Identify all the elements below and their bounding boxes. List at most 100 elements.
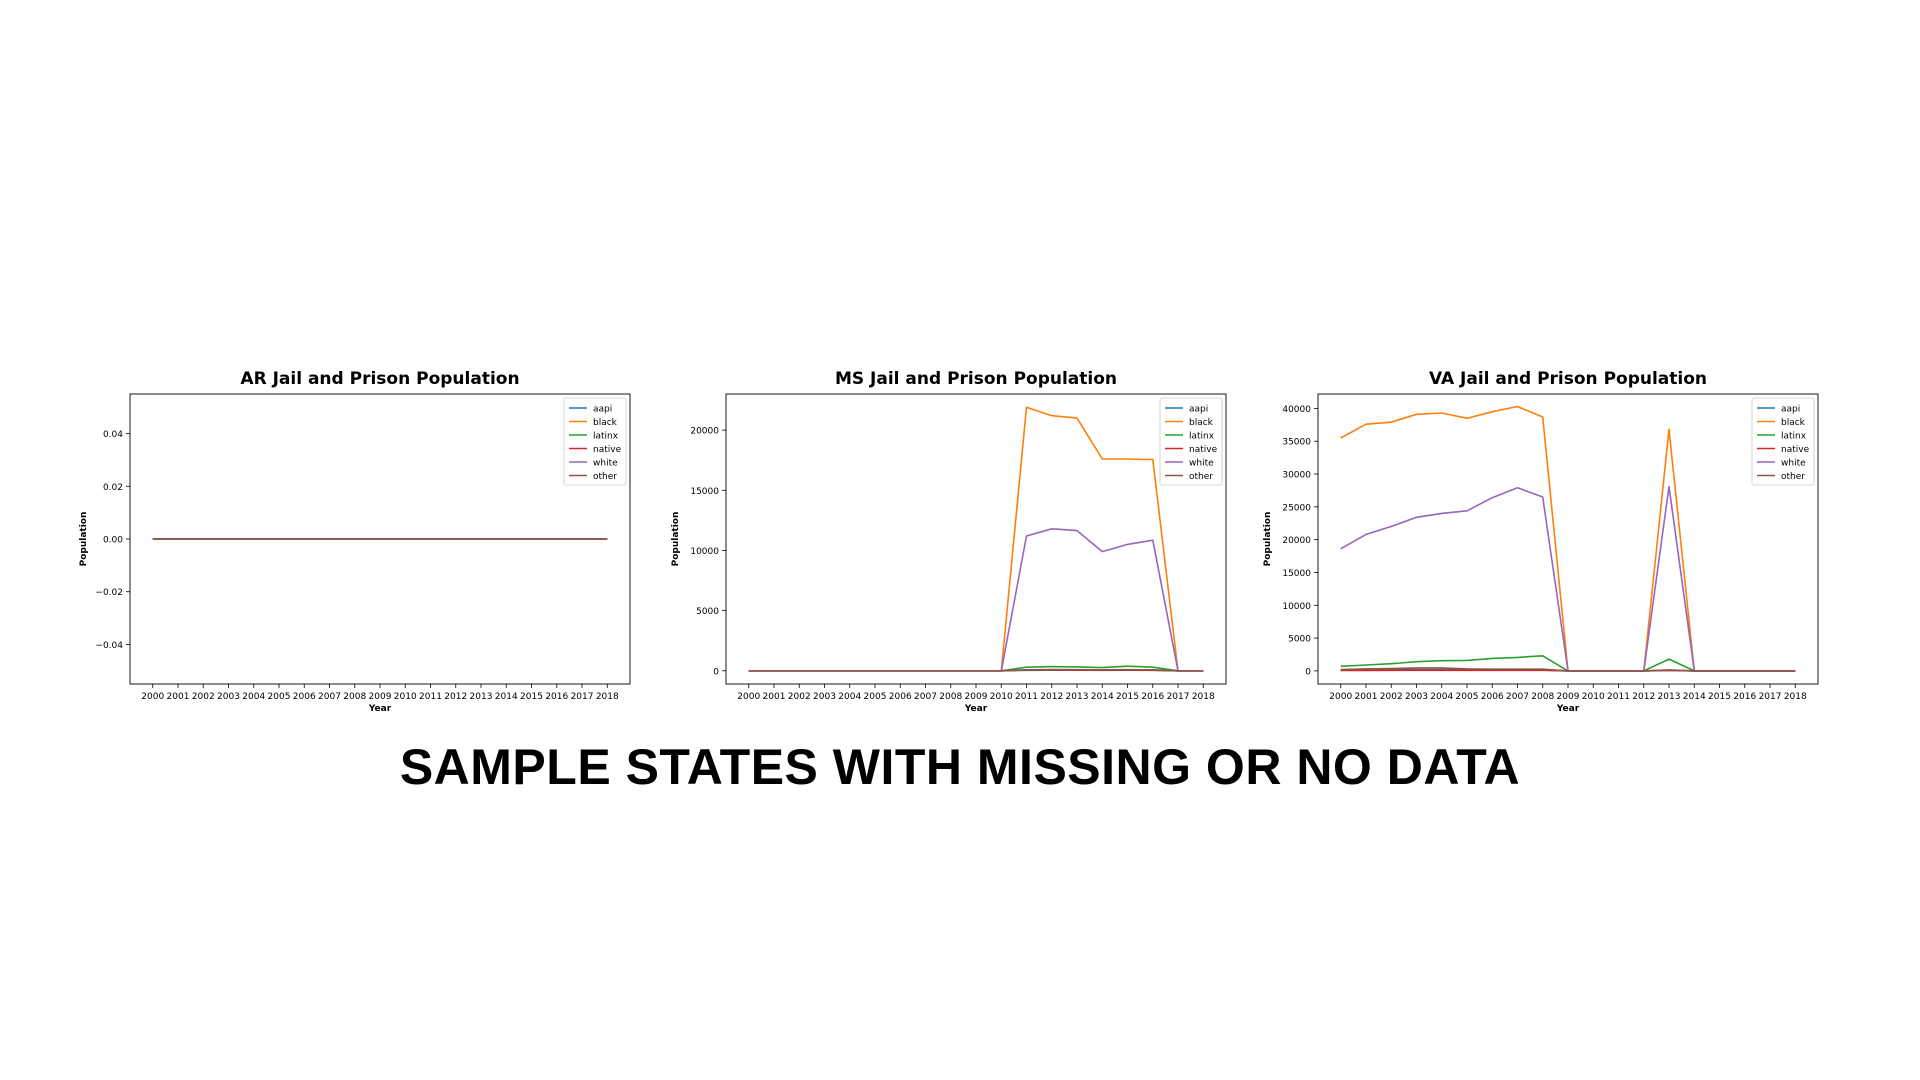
ar-legend-label-other: other: [593, 472, 617, 482]
va-x-tick-label: 2014: [1683, 692, 1706, 702]
va-x-tick-label: 2017: [1759, 692, 1782, 702]
va-x-tick-label: 2011: [1607, 692, 1630, 702]
ar-x-tick-label: 2005: [268, 692, 291, 702]
ms-population-chart: MS Jail and Prison Population 2000 2001 200…: [671, 366, 1248, 721]
ms-x-tick-label: 2000: [737, 692, 760, 702]
va-x-tick-label: 2005: [1456, 692, 1479, 702]
va-x-tick-label: 2003: [1405, 692, 1428, 702]
va-legend-label-other: other: [1781, 472, 1805, 482]
ar-x-tick-label: 2009: [369, 692, 392, 702]
va-x-tick-label: 2000: [1329, 692, 1352, 702]
ms-legend-label-black: black: [1189, 418, 1214, 428]
ms-legend-label-other: other: [1189, 472, 1213, 482]
va-x-tick-label: 2002: [1380, 692, 1403, 702]
ms-x-tick-label: 2002: [788, 692, 811, 702]
va-y-tick-label: 30000: [1282, 471, 1311, 481]
ar-x-tick-label: 2006: [293, 692, 316, 702]
va-legend-label-white: white: [1781, 459, 1806, 469]
va-x-tick-label: 2007: [1506, 692, 1529, 702]
ar-legend-label-aapi: aapi: [593, 405, 612, 415]
ms-legend-box: [1159, 397, 1223, 486]
ar-legend-label-black: black: [593, 418, 618, 428]
ar-x-tick-label: 2004: [242, 692, 265, 702]
va-x-tick-label: 2004: [1430, 692, 1453, 702]
ar-x-tick-label: 2007: [318, 692, 341, 702]
ms-x-tick-label: 2014: [1091, 692, 1114, 702]
ms-series-black-line: [748, 406, 1204, 672]
va-plot-frame: [1317, 393, 1819, 685]
ms-x-tick-label: 2001: [763, 692, 786, 702]
va-x-tick-label: 2001: [1355, 692, 1378, 702]
va-population-chart: VA Jail and Prison Population 2000 2001 200…: [1263, 366, 1840, 721]
ar-x-tick-label: 2017: [571, 692, 594, 702]
va-y-tick-label: 10000: [1282, 602, 1311, 612]
va-y-axis-label: Population: [1263, 512, 1273, 567]
va-x-tick-label: 2012: [1632, 692, 1655, 702]
ar-legend-label-native: native: [593, 445, 622, 455]
ar-x-tick-label: 2018: [596, 692, 619, 702]
ms-y-tick-label: 0: [713, 667, 719, 677]
va-series-black-line: [1340, 405, 1796, 672]
va-legend-label-black: black: [1781, 418, 1806, 428]
ar-x-tick-label: 2014: [495, 692, 518, 702]
ms-x-tick-label: 2005: [864, 692, 887, 702]
va-series-other-line: [1340, 667, 1796, 672]
ar-x-tick-label: 2002: [192, 692, 215, 702]
va-x-tick-label: 2008: [1531, 692, 1554, 702]
va-y-tick-label: 35000: [1282, 438, 1311, 448]
va-y-tick-label: 0: [1305, 667, 1311, 677]
ms-series-white-line: [748, 528, 1204, 672]
va-y-tick-label: 5000: [1288, 635, 1311, 645]
ms-x-tick-label: 2004: [838, 692, 861, 702]
va-series-white-line: [1340, 485, 1796, 672]
ms-legend-label-latinx: latinx: [1189, 432, 1215, 442]
ms-y-tick-label: 20000: [690, 427, 719, 437]
ms-x-tick-label: 2017: [1167, 692, 1190, 702]
va-y-tick-label: 20000: [1282, 536, 1311, 546]
ms-x-tick-label: 2015: [1116, 692, 1139, 702]
va-legend-label-latinx: latinx: [1781, 432, 1807, 442]
va-x-tick-label: 2016: [1733, 692, 1756, 702]
ar-legend-box: [563, 397, 627, 486]
ms-x-tick-label: 2009: [965, 692, 988, 702]
ms-y-axis-label: Population: [671, 512, 681, 567]
ms-y-tick-label: 15000: [690, 487, 719, 497]
ms-chart-title: MS Jail and Prison Population: [835, 369, 1117, 389]
ar-x-tick-label: 2013: [470, 692, 493, 702]
ar-population-chart: AR Jail and Prison Population 2000 2001 200…: [79, 366, 652, 721]
va-x-tick-label: 2013: [1658, 692, 1681, 702]
ms-y-tick-label: 10000: [690, 547, 719, 557]
ms-x-tick-label: 2003: [813, 692, 836, 702]
ar-x-tick-label: 2000: [141, 692, 164, 702]
ar-legend-label-white: white: [593, 459, 618, 469]
ms-x-tick-label: 2006: [889, 692, 912, 702]
ms-x-tick-label: 2012: [1040, 692, 1063, 702]
headline: SAMPLE STATES WITH MISSING OR NO DATA: [399, 739, 1521, 795]
va-x-tick-label: 2010: [1582, 692, 1605, 702]
ar-y-tick-label: 0.02: [103, 483, 123, 493]
va-legend-label-aapi: aapi: [1781, 405, 1800, 415]
ar-y-tick-label: −0.02: [95, 588, 123, 598]
ar-x-tick-label: 2012: [444, 692, 467, 702]
ar-chart-title: AR Jail and Prison Population: [240, 369, 519, 389]
ms-x-tick-label: 2011: [1015, 692, 1038, 702]
va-x-tick-label: 2006: [1481, 692, 1504, 702]
va-y-tick-label: 15000: [1282, 569, 1311, 579]
ms-x-tick-label: 2018: [1192, 692, 1215, 702]
ms-x-tick-label: 2010: [990, 692, 1013, 702]
va-x-tick-label: 2009: [1557, 692, 1580, 702]
ar-x-tick-label: 2015: [520, 692, 543, 702]
ms-x-tick-label: 2016: [1141, 692, 1164, 702]
ms-plot-frame: [725, 393, 1227, 685]
ar-legend-label-latinx: latinx: [593, 432, 619, 442]
ms-series-other-line: [748, 668, 1204, 672]
ar-y-tick-label: 0.00: [103, 536, 123, 546]
ar-x-axis-label: Year: [368, 704, 392, 714]
va-chart-title: VA Jail and Prison Population: [1429, 369, 1707, 389]
ms-legend-label-aapi: aapi: [1189, 405, 1208, 415]
ar-x-tick-label: 2016: [545, 692, 568, 702]
va-y-tick-label: 40000: [1282, 405, 1311, 415]
ms-legend-label-white: white: [1189, 459, 1214, 469]
